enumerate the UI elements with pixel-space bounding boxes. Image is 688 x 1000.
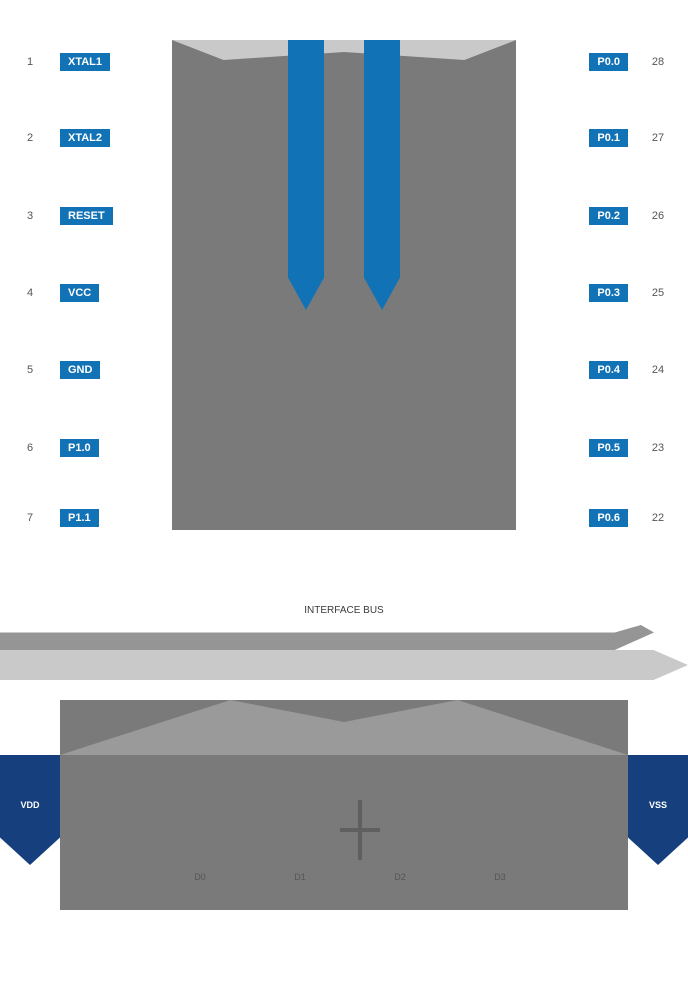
pin-label-right-3: P0.2	[589, 207, 628, 225]
lower-pin-label-4: D3	[470, 872, 530, 882]
chip-package-body	[172, 40, 516, 530]
pin-label-right-5: P0.4	[589, 361, 628, 379]
ic-pinout-diagram: 1 XTAL1 2 XTAL2 3 RESET 4 VCC 5 GND 6 P1…	[0, 0, 688, 1000]
pin-row-right-4[interactable]: 25 P0.3	[516, 275, 688, 311]
power-pin-vdd-label: VDD	[0, 800, 60, 810]
pin-label-left-7: P1.1	[60, 509, 99, 527]
pin-number-right-3: 26	[628, 210, 688, 222]
lower-pin-label-3: D2	[370, 872, 430, 882]
pin-number-right-6: 23	[628, 442, 688, 454]
power-pin-vss-label: VSS	[628, 800, 688, 810]
pin-label-left-2: XTAL2	[60, 129, 110, 147]
pin-number-left-1: 1	[0, 56, 60, 68]
lower-pin-label-2: D1	[270, 872, 330, 882]
pin-number-right-2: 27	[628, 132, 688, 144]
pin-row-right-5[interactable]: 24 P0.4	[516, 352, 688, 388]
xtal-lead-right[interactable]	[364, 40, 400, 310]
pin-row-left-1[interactable]: 1 XTAL1	[0, 44, 172, 80]
power-pin-vdd[interactable]	[0, 755, 60, 865]
pin-label-left-1: XTAL1	[60, 53, 110, 71]
pin-row-right-3[interactable]: 26 P0.2	[516, 198, 688, 234]
pin-row-right-2[interactable]: 27 P0.1	[516, 120, 688, 156]
pin-row-left-5[interactable]: 5 GND	[0, 352, 172, 388]
pin-number-left-4: 4	[0, 287, 60, 299]
pin-row-left-4[interactable]: 4 VCC	[0, 275, 172, 311]
connector-subbar	[0, 625, 654, 650]
pin-row-left-3[interactable]: 3 RESET	[0, 198, 172, 234]
pin-number-left-6: 6	[0, 442, 60, 454]
pin-number-left-7: 7	[0, 512, 60, 524]
pin-number-left-2: 2	[0, 132, 60, 144]
pin-label-right-1: P0.0	[589, 53, 628, 71]
pin-label-right-7: P0.6	[589, 509, 628, 527]
xtal-lead-left[interactable]	[288, 40, 324, 310]
pin-row-left-6[interactable]: 6 P1.0	[0, 430, 172, 466]
pin-row-left-7[interactable]: 7 P1.1	[0, 500, 172, 536]
pin-row-right-7[interactable]: 22 P0.6	[516, 500, 688, 536]
pin-number-right-1: 28	[628, 56, 688, 68]
pin-row-right-6[interactable]: 23 P0.5	[516, 430, 688, 466]
pin-label-left-5: GND	[60, 361, 100, 379]
pin-label-right-6: P0.5	[589, 439, 628, 457]
pin-label-left-4: VCC	[60, 284, 99, 302]
pin-row-right-1[interactable]: 28 P0.0	[516, 44, 688, 80]
connector-label: INTERFACE BUS	[60, 605, 628, 616]
power-pin-vss[interactable]	[628, 755, 688, 865]
pin-number-left-5: 5	[0, 364, 60, 376]
pin-number-left-3: 3	[0, 210, 60, 222]
data-address-mux-icon	[340, 800, 380, 860]
pin-label-right-4: P0.3	[589, 284, 628, 302]
pin-number-right-4: 25	[628, 287, 688, 299]
connector-bar[interactable]	[0, 650, 688, 680]
pin-row-left-2[interactable]: 2 XTAL2	[0, 120, 172, 156]
pin-label-left-6: P1.0	[60, 439, 99, 457]
pin-label-right-2: P0.1	[589, 129, 628, 147]
pin-number-right-7: 22	[628, 512, 688, 524]
pin-number-right-5: 24	[628, 364, 688, 376]
lower-pin-label-1: D0	[170, 872, 230, 882]
pin-label-left-3: RESET	[60, 207, 113, 225]
